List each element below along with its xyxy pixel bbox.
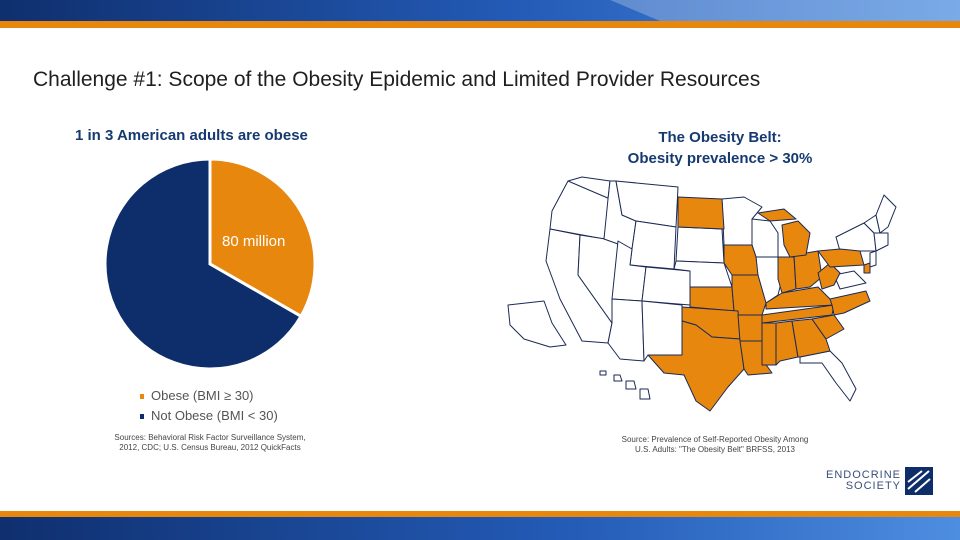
map-state-ohio	[793, 250, 823, 290]
map-state-wisconsin	[751, 218, 779, 258]
pie-heading: 1 in 3 American adults are obese	[75, 127, 308, 144]
map-state-new-jersey	[869, 250, 877, 268]
logo-mark-icon	[905, 467, 934, 495]
map-state-south-carolina	[811, 314, 845, 340]
legend-swatch-not-obese	[140, 413, 144, 419]
map-state-hawaii	[599, 370, 651, 400]
map-state-florida	[799, 350, 857, 402]
right-source-line-1: Source: Prevalence of Self-Reported Obes…	[621, 435, 809, 444]
left-source-line-2: 2012, CDC; U.S. Census Bureau, 2012 Quic…	[119, 443, 301, 452]
top-decorative-band	[0, 0, 960, 28]
map-state-kansas	[689, 286, 735, 312]
us-obesity-map	[507, 176, 897, 412]
legend-label-not-obese: Not Obese (BMI < 30)	[151, 408, 278, 423]
map-state-maine	[875, 194, 897, 234]
map-state-delaware	[863, 262, 871, 274]
map-state-new-mexico	[641, 300, 683, 362]
map-state-mississippi	[761, 322, 777, 366]
pie-slice-not-obese	[103, 157, 304, 371]
map-state-alabama	[775, 320, 799, 366]
logo-line-2: SOCIETY	[845, 480, 902, 492]
map-heading-line-2: Obesity prevalence > 30%	[627, 150, 813, 167]
map-state-south-dakota	[675, 226, 725, 264]
left-source-note: Sources: Behavioral Risk Factor Surveill…	[90, 433, 330, 453]
legend-item-not-obese: Not Obese (BMI < 30)	[140, 406, 278, 426]
map-state-new-england-south	[873, 232, 889, 252]
legend-item-obese: Obese (BMI ≥ 30)	[140, 386, 278, 406]
map-state-pennsylvania	[817, 248, 865, 268]
right-source-line-2: U.S. Adults: "The Obesity Belt" BRFSS, 2…	[635, 445, 795, 454]
obesity-pie-chart	[103, 157, 317, 371]
bottom-decorative-band	[0, 511, 960, 540]
map-state-arkansas	[737, 314, 763, 342]
map-state-north-dakota	[677, 196, 725, 230]
right-source-note: Source: Prevalence of Self-Reported Obes…	[585, 435, 845, 455]
map-state-tennessee	[761, 304, 835, 324]
slide-title: Challenge #1: Scope of the Obesity Epide…	[33, 68, 761, 91]
logo-line-1: ENDOCRINE	[826, 469, 902, 481]
legend-swatch-obese	[140, 393, 144, 399]
logo-text: ENDOCRINE SOCIETY	[826, 470, 901, 492]
endocrine-society-logo: ENDOCRINE SOCIETY	[826, 467, 934, 495]
map-state-iowa	[723, 244, 759, 276]
pie-slice-label: 80 million	[222, 233, 286, 250]
map-state-wyoming	[629, 220, 677, 270]
left-source-line-1: Sources: Behavioral Risk Factor Surveill…	[114, 433, 306, 442]
map-state-michigan	[757, 208, 811, 258]
map-state-indiana	[777, 256, 797, 294]
map-heading-line-1: The Obesity Belt:	[658, 129, 782, 146]
map-state-texas	[647, 320, 745, 412]
map-state-arizona	[607, 298, 645, 362]
pie-legend: Obese (BMI ≥ 30) Not Obese (BMI < 30)	[140, 386, 278, 426]
pie-slice-obese	[208, 157, 317, 319]
map-state-colorado	[641, 266, 691, 306]
map-state-alaska	[507, 300, 567, 348]
map-state-virginia-north	[833, 270, 867, 290]
map-state-north-carolina	[829, 290, 871, 316]
map-heading: The Obesity Belt: Obesity prevalence > 3…	[570, 127, 870, 169]
legend-label-obese: Obese (BMI ≥ 30)	[151, 388, 254, 403]
